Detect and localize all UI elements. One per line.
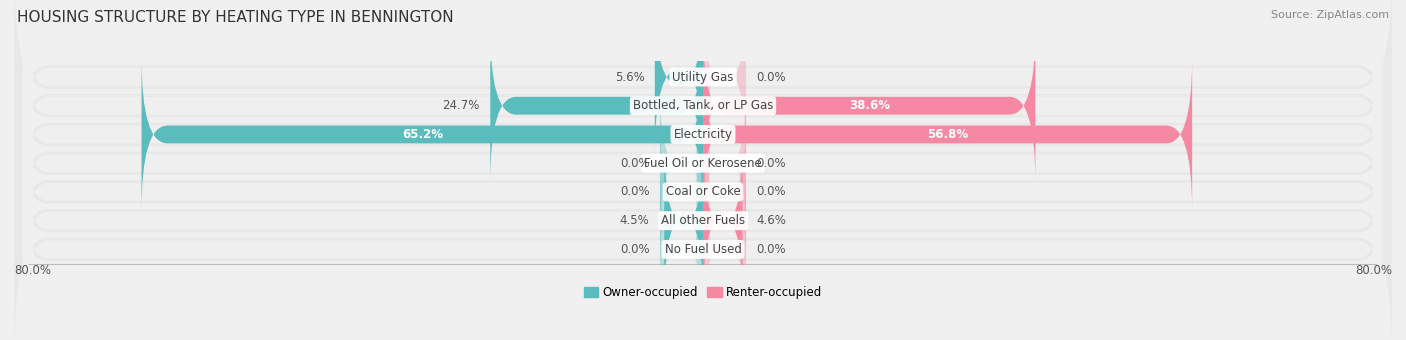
Text: Bottled, Tank, or LP Gas: Bottled, Tank, or LP Gas: [633, 99, 773, 112]
FancyBboxPatch shape: [14, 31, 1392, 238]
FancyBboxPatch shape: [703, 86, 747, 240]
Legend: Owner-occupied, Renter-occupied: Owner-occupied, Renter-occupied: [579, 282, 827, 304]
FancyBboxPatch shape: [664, 143, 703, 298]
FancyBboxPatch shape: [22, 115, 1384, 269]
Text: 56.8%: 56.8%: [927, 128, 969, 141]
FancyBboxPatch shape: [14, 89, 1392, 295]
Text: HOUSING STRUCTURE BY HEATING TYPE IN BENNINGTON: HOUSING STRUCTURE BY HEATING TYPE IN BEN…: [17, 10, 454, 25]
FancyBboxPatch shape: [659, 172, 703, 327]
Text: 80.0%: 80.0%: [14, 264, 51, 277]
Text: 0.0%: 0.0%: [756, 243, 786, 256]
Text: 0.0%: 0.0%: [620, 157, 650, 170]
FancyBboxPatch shape: [14, 60, 1392, 266]
FancyBboxPatch shape: [14, 146, 1392, 340]
Text: 0.0%: 0.0%: [620, 185, 650, 199]
FancyBboxPatch shape: [703, 0, 747, 154]
Text: Utility Gas: Utility Gas: [672, 70, 734, 84]
FancyBboxPatch shape: [22, 29, 1384, 183]
FancyBboxPatch shape: [703, 115, 747, 269]
Text: 80.0%: 80.0%: [1355, 264, 1392, 277]
Text: 38.6%: 38.6%: [849, 99, 890, 112]
Text: 0.0%: 0.0%: [756, 185, 786, 199]
FancyBboxPatch shape: [22, 143, 1384, 298]
FancyBboxPatch shape: [22, 86, 1384, 240]
FancyBboxPatch shape: [659, 86, 703, 240]
FancyBboxPatch shape: [22, 0, 1384, 154]
FancyBboxPatch shape: [491, 29, 703, 183]
FancyBboxPatch shape: [703, 29, 1035, 183]
FancyBboxPatch shape: [703, 143, 742, 298]
Text: 0.0%: 0.0%: [620, 243, 650, 256]
Text: 4.5%: 4.5%: [620, 214, 650, 227]
Text: 0.0%: 0.0%: [756, 157, 786, 170]
Text: 5.6%: 5.6%: [614, 70, 644, 84]
Text: No Fuel Used: No Fuel Used: [665, 243, 741, 256]
FancyBboxPatch shape: [14, 118, 1392, 324]
Text: 4.6%: 4.6%: [756, 214, 786, 227]
FancyBboxPatch shape: [22, 172, 1384, 327]
Text: 24.7%: 24.7%: [443, 99, 479, 112]
Text: Source: ZipAtlas.com: Source: ZipAtlas.com: [1271, 10, 1389, 20]
FancyBboxPatch shape: [703, 57, 1192, 212]
Text: Electricity: Electricity: [673, 128, 733, 141]
FancyBboxPatch shape: [14, 0, 1392, 180]
FancyBboxPatch shape: [14, 3, 1392, 209]
Text: Fuel Oil or Kerosene: Fuel Oil or Kerosene: [644, 157, 762, 170]
Text: 65.2%: 65.2%: [402, 128, 443, 141]
Text: Coal or Coke: Coal or Coke: [665, 185, 741, 199]
FancyBboxPatch shape: [655, 0, 703, 154]
FancyBboxPatch shape: [22, 57, 1384, 212]
Text: 0.0%: 0.0%: [756, 70, 786, 84]
Text: All other Fuels: All other Fuels: [661, 214, 745, 227]
FancyBboxPatch shape: [142, 57, 703, 212]
FancyBboxPatch shape: [703, 172, 747, 327]
FancyBboxPatch shape: [659, 115, 703, 269]
